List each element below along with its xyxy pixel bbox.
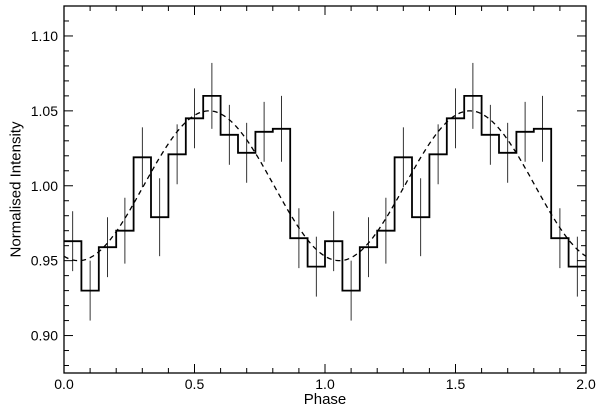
x-tick-label: 2.0 [576, 376, 596, 392]
histogram-step-series [64, 95, 586, 292]
x-axis-ticks: 0.0 0.5 1.0 1.5 2.0 [54, 6, 596, 392]
fit-curve-line [63, 110, 587, 262]
x-axis-title: Phase [304, 391, 347, 408]
error-bars [72, 62, 578, 321]
x-tick-label: 1.0 [315, 376, 335, 392]
y-tick-label: 0.90 [31, 328, 58, 344]
histogram-step-line [64, 95, 586, 292]
y-axis-ticks: 0.90 0.95 1.00 1.05 1.10 [31, 5, 586, 367]
y-tick-label: 0.95 [31, 253, 58, 269]
y-tick-label: 1.00 [31, 178, 58, 194]
y-tick-label: 1.10 [31, 28, 58, 44]
dashed-fit-curve [63, 110, 587, 262]
y-axis-title: Normalised Intensity [7, 121, 24, 257]
y-tick-label: 1.05 [31, 103, 58, 119]
x-tick-label: 0.5 [185, 376, 205, 392]
plot-frame [63, 5, 587, 374]
x-tick-label: 0.0 [54, 376, 74, 392]
x-tick-label: 1.5 [446, 376, 466, 392]
